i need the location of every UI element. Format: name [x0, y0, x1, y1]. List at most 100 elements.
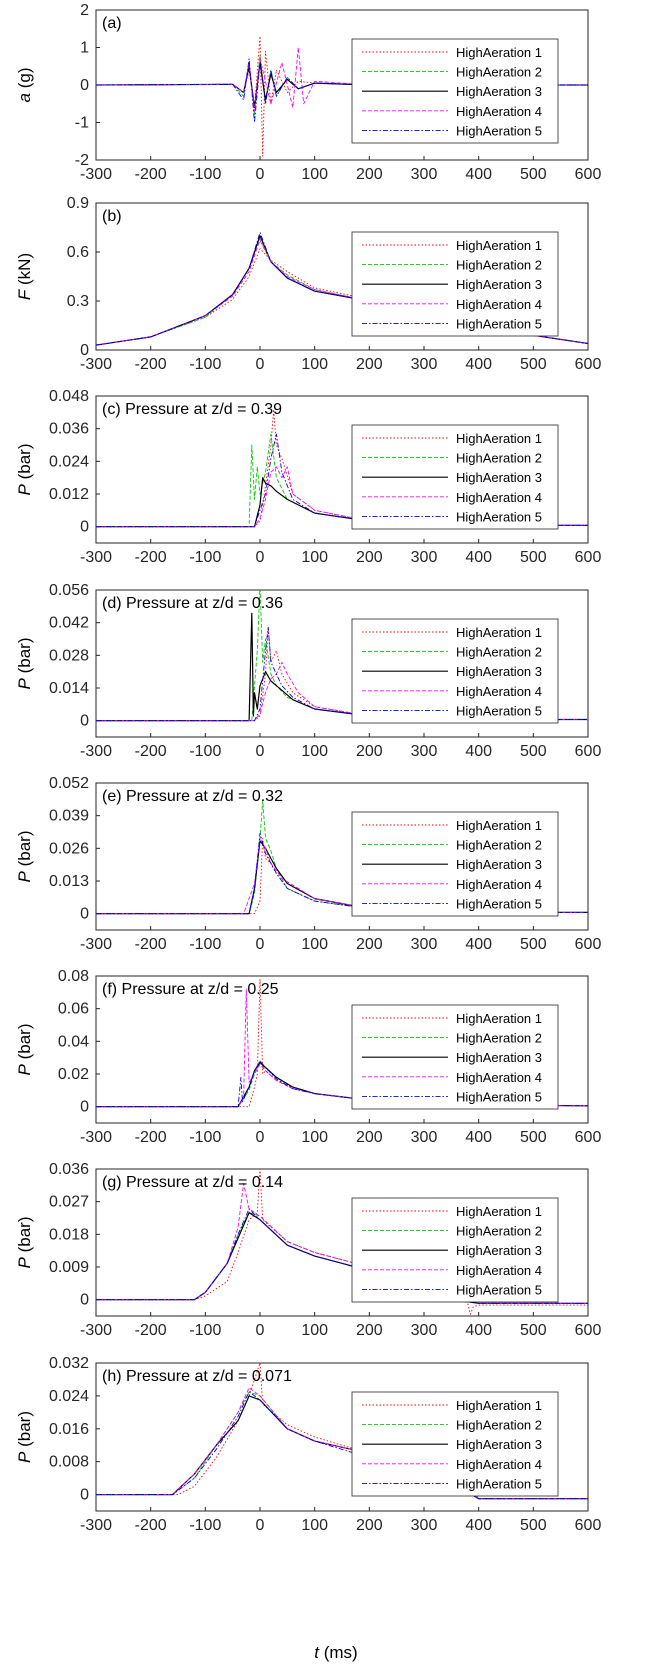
- x-tick-label: 600: [575, 166, 602, 183]
- chart-panel-7: -300 -200 -100 0 100 200 300 400 500 600 0 0.009 0.0…: [15, 1161, 601, 1339]
- x-tick-label: 100: [301, 356, 328, 373]
- y-axis-label: F (kN): [15, 253, 34, 300]
- legend-label: HighAeration 1: [456, 818, 542, 833]
- chart-panel-2: -300 -200 -100 0 100 200 300 400 500 600 0 0.3 0.6 0.…: [15, 195, 601, 373]
- x-tick-label: 0: [256, 1322, 265, 1339]
- chart-panel-3: -300 -200 -100 0 100 200 300 400 500 600 0 0.012 0.0…: [15, 388, 601, 566]
- x-tick-label: 0: [256, 1517, 265, 1534]
- x-tick-label: -200: [135, 356, 167, 373]
- series-line-5: [96, 832, 588, 915]
- y-tick-label: -1: [75, 115, 89, 132]
- x-tick-label: 600: [575, 356, 602, 373]
- x-tick-label: 200: [356, 549, 383, 566]
- x-tick-label: -300: [80, 549, 112, 566]
- y-axis-label: P (bar): [15, 1217, 34, 1269]
- legend: HighAeration 1 HighAeration 2 HighAeration…: [351, 38, 559, 144]
- legend-label: HighAeration 3: [456, 664, 542, 679]
- y-axis-label-units: (bar): [15, 1217, 34, 1258]
- x-tick-label: 500: [520, 1517, 547, 1534]
- y-tick-label: 0: [80, 1487, 89, 1504]
- x-tick-label: -100: [189, 1129, 221, 1146]
- panels-container: -300 -200 -100 0 100 200 300 400 500 600 -2 -1 0 1 2 a …: [15, 2, 601, 1534]
- legend-label: HighAeration 3: [456, 470, 542, 485]
- legend-label: HighAeration 1: [456, 1398, 542, 1413]
- y-axis-label: P (bar): [15, 831, 34, 883]
- y-axis-label: P (bar): [15, 1024, 34, 1076]
- x-tick-label: 0: [256, 1129, 265, 1146]
- y-tick-label: 0.6: [67, 244, 89, 261]
- y-tick-label: 0.018: [49, 1226, 89, 1243]
- panel-title: (f) Pressure at z/d = 0.25: [102, 981, 279, 998]
- legend-label: HighAeration 5: [456, 1089, 542, 1104]
- x-tick-label: 500: [520, 936, 547, 953]
- series-line-2: [96, 240, 588, 346]
- y-tick-label: 0: [80, 342, 89, 359]
- x-tick-label: -300: [80, 166, 112, 183]
- series-line-5: [96, 1060, 588, 1108]
- x-tick-label: 400: [465, 356, 492, 373]
- y-axis-label-units: (kN): [15, 253, 34, 290]
- x-tick-label: 600: [575, 743, 602, 760]
- x-tick-label: 300: [411, 1517, 438, 1534]
- legend: HighAeration 1 HighAeration 2 HighAeration…: [351, 1004, 559, 1110]
- x-tick-label: 500: [520, 549, 547, 566]
- y-tick-label: 0.02: [58, 1066, 89, 1083]
- y-tick-label: 0: [80, 519, 89, 536]
- y-tick-label: 0: [80, 1292, 89, 1309]
- y-tick-label: 0.027: [49, 1194, 89, 1211]
- x-tick-label: 100: [301, 1322, 328, 1339]
- x-tick-label: 400: [465, 743, 492, 760]
- legend-label: HighAeration 2: [456, 1224, 542, 1239]
- x-tick-label: -100: [189, 356, 221, 373]
- legend: HighAeration 1 HighAeration 2 HighAeration…: [351, 1391, 559, 1497]
- plot-area-frame: [95, 975, 589, 1124]
- legend-label: HighAeration 4: [456, 1070, 542, 1085]
- panel-title: (d) Pressure at z/d = 0.36: [102, 595, 283, 612]
- x-tick-label: 500: [520, 1322, 547, 1339]
- y-tick-label: 0.039: [49, 808, 89, 825]
- y-axis-label-units: (bar): [15, 1024, 34, 1065]
- legend-label: HighAeration 2: [456, 65, 542, 80]
- y-axis-label-units: (bar): [15, 831, 34, 872]
- legend: HighAeration 1 HighAeration 2 HighAeration…: [351, 618, 559, 724]
- x-tick-label: -100: [189, 936, 221, 953]
- legend-label: HighAeration 4: [456, 877, 542, 892]
- x-tick-label: -300: [80, 356, 112, 373]
- panel-title: (g) Pressure at z/d = 0.14: [102, 1174, 283, 1191]
- y-axis-label-units: (bar): [15, 1411, 34, 1452]
- x-tick-label: 0: [256, 549, 265, 566]
- x-tick-label: 500: [520, 166, 547, 183]
- legend-label: HighAeration 5: [456, 896, 542, 911]
- y-tick-label: -2: [75, 152, 89, 169]
- y-tick-label: 0.036: [49, 421, 89, 438]
- y-tick-label: 0: [80, 1099, 89, 1116]
- y-tick-label: 0: [80, 77, 89, 94]
- y-tick-label: 0.009: [49, 1259, 89, 1276]
- x-tick-label: 300: [411, 1129, 438, 1146]
- plot-area-frame: [95, 589, 589, 738]
- legend-label: HighAeration 4: [456, 297, 542, 312]
- y-tick-label: 0.016: [49, 1421, 89, 1438]
- x-tick-label: -300: [80, 936, 112, 953]
- legend-label: HighAeration 4: [456, 1457, 542, 1472]
- y-tick-label: 0.04: [58, 1033, 89, 1050]
- x-tick-label: -100: [189, 1517, 221, 1534]
- x-tick-label: 200: [356, 936, 383, 953]
- legend-label: HighAeration 1: [456, 431, 542, 446]
- x-tick-label: -200: [135, 549, 167, 566]
- y-axis-label-units: (g): [15, 68, 34, 94]
- x-tick-label: 500: [520, 743, 547, 760]
- x-tick-label: 200: [356, 1129, 383, 1146]
- x-tick-label: -100: [189, 743, 221, 760]
- x-tick-label: 200: [356, 743, 383, 760]
- legend-label: HighAeration 3: [456, 857, 542, 872]
- y-tick-label: 0.056: [49, 582, 89, 599]
- legend-label: HighAeration 5: [456, 316, 542, 331]
- x-tick-label: -200: [135, 1517, 167, 1534]
- x-tick-label: 200: [356, 1517, 383, 1534]
- chart-panel-5: -300 -200 -100 0 100 200 300 400 500 600 0 0.013 0.0…: [15, 775, 601, 953]
- x-tick-label: 0: [256, 166, 265, 183]
- legend-label: HighAeration 3: [456, 1050, 542, 1065]
- x-tick-label: 600: [575, 936, 602, 953]
- panel-title: (a): [102, 15, 122, 32]
